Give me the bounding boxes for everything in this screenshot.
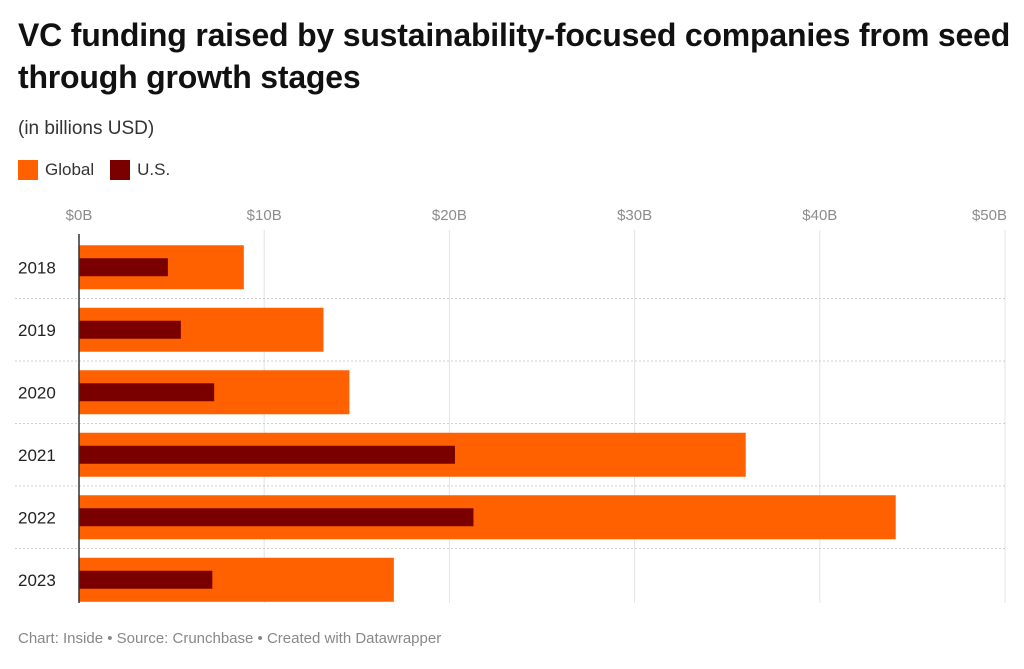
x-tick-label: $10B xyxy=(247,207,282,224)
bar-us-2018 xyxy=(79,258,168,277)
bar-us-2020 xyxy=(79,383,215,402)
x-tick-label: $50B xyxy=(972,207,1007,224)
bar-us-2022 xyxy=(79,508,474,527)
bar-us-2019 xyxy=(79,320,181,339)
chart-footer: Chart: Inside • Source: Crunchbase • Cre… xyxy=(18,630,442,647)
legend-item-global: Global xyxy=(18,160,94,180)
legend-label-us: U.S. xyxy=(137,160,171,179)
category-label: 2021 xyxy=(18,446,56,465)
bar-chart: $0B $10B $20B $30B $40B $50B 2018 2019 2020 2021 2… xyxy=(15,207,1007,603)
x-tick-label: $30B xyxy=(617,207,652,224)
category-label: 2019 xyxy=(18,321,56,340)
category-label: 2020 xyxy=(18,383,56,402)
legend-item-us: U.S. xyxy=(110,160,170,180)
category-label: 2022 xyxy=(18,508,56,527)
legend: Global U.S. xyxy=(18,160,186,180)
chart-title: VC funding raised by sustainability-focu… xyxy=(18,17,1011,95)
legend-swatch-global xyxy=(18,160,38,180)
x-tick-label: $0B xyxy=(66,207,93,224)
category-label: 2018 xyxy=(18,258,56,277)
x-tick-label: $20B xyxy=(432,207,467,224)
legend-label-global: Global xyxy=(45,160,95,179)
category-label: 2023 xyxy=(18,571,56,590)
bar-us-2023 xyxy=(79,570,213,589)
legend-swatch-us xyxy=(110,160,131,180)
bar-us-2021 xyxy=(79,445,455,464)
x-tick-label: $40B xyxy=(802,207,837,224)
chart-subtitle: (in billions USD) xyxy=(18,118,155,139)
